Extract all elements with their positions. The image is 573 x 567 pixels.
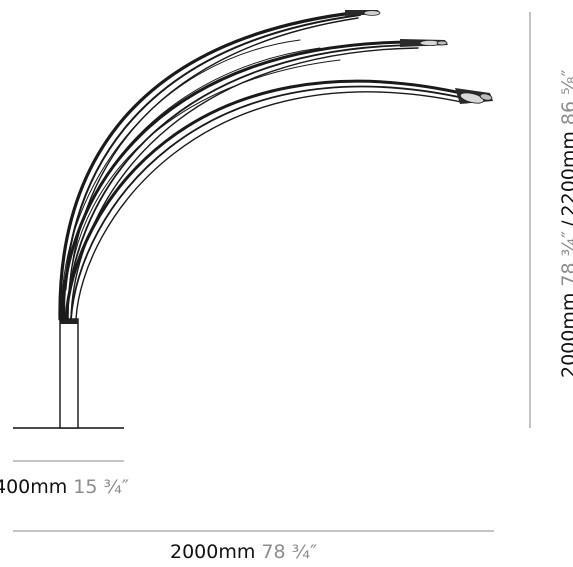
lower-arm	[64, 79, 472, 321]
height-imperial-a: 78 ¾″	[558, 230, 573, 287]
height-label: 2000mm 78 ¾″ / 2200mm 86 ⅝″	[558, 69, 573, 378]
lower-lamp-head	[455, 88, 493, 104]
total-width-label: 2000mm 78 ¾″	[170, 543, 317, 562]
base-width-label: 400mm 15 ¾″	[0, 478, 129, 497]
upper-arm	[58, 10, 362, 321]
height-imperial-b: 86 ⅝″	[558, 69, 573, 126]
upper-lamp-head	[345, 10, 381, 16]
lamp-heads	[345, 10, 493, 104]
middle-lamp-head	[400, 39, 448, 47]
height-metric-a: 2000mm	[558, 292, 573, 378]
height-separator: /	[558, 220, 573, 226]
lamp-stand	[59, 318, 79, 429]
lamp-arms	[58, 10, 472, 321]
total-width-imperial: 78 ¾″	[261, 541, 318, 563]
base-width-metric: 400mm	[0, 476, 68, 498]
middle-arm	[60, 40, 422, 321]
total-width-metric: 2000mm	[170, 541, 256, 563]
height-metric-b: 2200mm	[558, 131, 573, 217]
base-width-imperial: 15 ¾″	[73, 476, 130, 498]
